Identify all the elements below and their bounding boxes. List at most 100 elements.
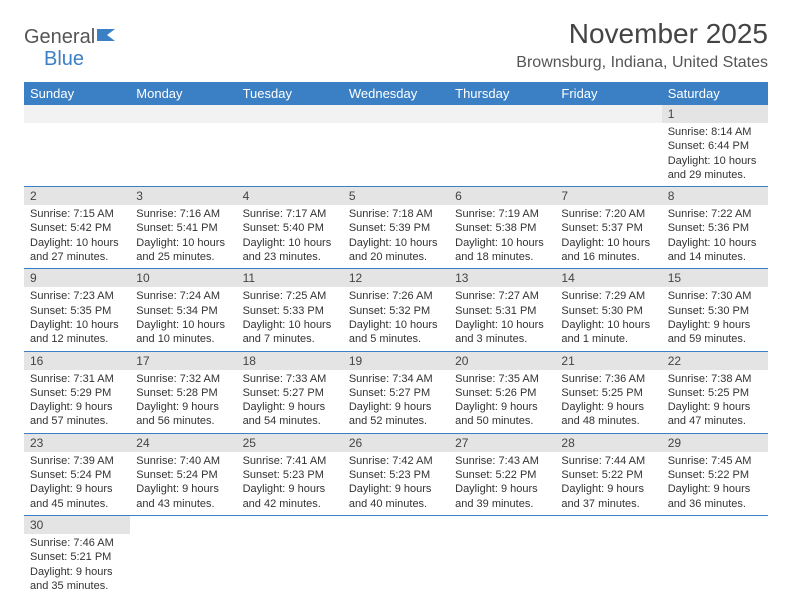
calendar-cell: 7Sunrise: 7:20 AMSunset: 5:37 PMDaylight… bbox=[555, 187, 661, 269]
calendar-cell: 15Sunrise: 7:30 AMSunset: 5:30 PMDayligh… bbox=[662, 269, 768, 351]
sunset-text: Sunset: 5:26 PM bbox=[455, 386, 549, 400]
day-details: Sunrise: 7:36 AMSunset: 5:25 PMDaylight:… bbox=[555, 370, 661, 433]
calendar-cell: 6Sunrise: 7:19 AMSunset: 5:38 PMDaylight… bbox=[449, 187, 555, 269]
calendar-cell-empty bbox=[130, 105, 236, 187]
sunrise-text: Sunrise: 7:23 AM bbox=[30, 289, 124, 303]
calendar-cell: 13Sunrise: 7:27 AMSunset: 5:31 PMDayligh… bbox=[449, 269, 555, 351]
sunrise-text: Sunrise: 7:45 AM bbox=[668, 454, 762, 468]
calendar-cell-empty bbox=[24, 105, 130, 187]
sunrise-text: Sunrise: 7:40 AM bbox=[136, 454, 230, 468]
title-block: November 2025 Brownsburg, Indiana, Unite… bbox=[516, 18, 768, 72]
calendar-cell: 11Sunrise: 7:25 AMSunset: 5:33 PMDayligh… bbox=[237, 269, 343, 351]
daylight-text: Daylight: 9 hours and 35 minutes. bbox=[30, 565, 124, 594]
calendar-cell-empty bbox=[237, 105, 343, 187]
sunrise-text: Sunrise: 7:36 AM bbox=[561, 372, 655, 386]
day-details: Sunrise: 7:43 AMSunset: 5:22 PMDaylight:… bbox=[449, 452, 555, 515]
calendar-cell: 8Sunrise: 7:22 AMSunset: 5:36 PMDaylight… bbox=[662, 187, 768, 269]
day-number: 16 bbox=[24, 352, 130, 370]
sunset-text: Sunset: 5:32 PM bbox=[349, 304, 443, 318]
sunset-text: Sunset: 5:34 PM bbox=[136, 304, 230, 318]
calendar-cell: 1Sunrise: 8:14 AMSunset: 6:44 PMDaylight… bbox=[662, 105, 768, 187]
calendar-cell: 27Sunrise: 7:43 AMSunset: 5:22 PMDayligh… bbox=[449, 433, 555, 515]
calendar-cell: 28Sunrise: 7:44 AMSunset: 5:22 PMDayligh… bbox=[555, 433, 661, 515]
sunset-text: Sunset: 5:42 PM bbox=[30, 221, 124, 235]
daylight-text: Daylight: 10 hours and 3 minutes. bbox=[455, 318, 549, 347]
sunrise-text: Sunrise: 7:43 AM bbox=[455, 454, 549, 468]
day-number: 21 bbox=[555, 352, 661, 370]
daylight-text: Daylight: 10 hours and 23 minutes. bbox=[243, 236, 337, 265]
daylight-text: Daylight: 10 hours and 5 minutes. bbox=[349, 318, 443, 347]
calendar-cell: 16Sunrise: 7:31 AMSunset: 5:29 PMDayligh… bbox=[24, 351, 130, 433]
sunset-text: Sunset: 5:22 PM bbox=[561, 468, 655, 482]
daylight-text: Daylight: 9 hours and 39 minutes. bbox=[455, 482, 549, 511]
logo: General bbox=[24, 26, 121, 49]
sunset-text: Sunset: 5:30 PM bbox=[668, 304, 762, 318]
day-header: Wednesday bbox=[343, 82, 449, 105]
sunset-text: Sunset: 6:44 PM bbox=[668, 139, 762, 153]
day-number: 23 bbox=[24, 434, 130, 452]
daylight-text: Daylight: 9 hours and 50 minutes. bbox=[455, 400, 549, 429]
daylight-text: Daylight: 10 hours and 27 minutes. bbox=[30, 236, 124, 265]
sunrise-text: Sunrise: 7:31 AM bbox=[30, 372, 124, 386]
empty-day-bar bbox=[24, 105, 130, 123]
day-number: 13 bbox=[449, 269, 555, 287]
daylight-text: Daylight: 10 hours and 16 minutes. bbox=[561, 236, 655, 265]
sunset-text: Sunset: 5:35 PM bbox=[30, 304, 124, 318]
day-number: 28 bbox=[555, 434, 661, 452]
daylight-text: Daylight: 10 hours and 12 minutes. bbox=[30, 318, 124, 347]
day-details: Sunrise: 7:46 AMSunset: 5:21 PMDaylight:… bbox=[24, 534, 130, 597]
daylight-text: Daylight: 10 hours and 1 minute. bbox=[561, 318, 655, 347]
sunset-text: Sunset: 5:24 PM bbox=[136, 468, 230, 482]
day-details: Sunrise: 7:25 AMSunset: 5:33 PMDaylight:… bbox=[237, 287, 343, 350]
day-number: 29 bbox=[662, 434, 768, 452]
day-number: 26 bbox=[343, 434, 449, 452]
sunrise-text: Sunrise: 7:22 AM bbox=[668, 207, 762, 221]
daylight-text: Daylight: 9 hours and 56 minutes. bbox=[136, 400, 230, 429]
calendar-cell: 10Sunrise: 7:24 AMSunset: 5:34 PMDayligh… bbox=[130, 269, 236, 351]
daylight-text: Daylight: 9 hours and 54 minutes. bbox=[243, 400, 337, 429]
sunrise-text: Sunrise: 7:29 AM bbox=[561, 289, 655, 303]
month-title: November 2025 bbox=[516, 18, 768, 50]
header: General November 2025 Brownsburg, Indian… bbox=[24, 18, 768, 72]
day-details: Sunrise: 7:23 AMSunset: 5:35 PMDaylight:… bbox=[24, 287, 130, 350]
day-details: Sunrise: 7:42 AMSunset: 5:23 PMDaylight:… bbox=[343, 452, 449, 515]
calendar-cell-empty bbox=[449, 105, 555, 187]
day-header: Tuesday bbox=[237, 82, 343, 105]
day-details: Sunrise: 7:31 AMSunset: 5:29 PMDaylight:… bbox=[24, 370, 130, 433]
day-details: Sunrise: 7:32 AMSunset: 5:28 PMDaylight:… bbox=[130, 370, 236, 433]
day-details: Sunrise: 7:33 AMSunset: 5:27 PMDaylight:… bbox=[237, 370, 343, 433]
sunset-text: Sunset: 5:28 PM bbox=[136, 386, 230, 400]
day-details: Sunrise: 7:44 AMSunset: 5:22 PMDaylight:… bbox=[555, 452, 661, 515]
day-number: 24 bbox=[130, 434, 236, 452]
calendar-cell: 12Sunrise: 7:26 AMSunset: 5:32 PMDayligh… bbox=[343, 269, 449, 351]
day-header: Saturday bbox=[662, 82, 768, 105]
calendar-head: SundayMondayTuesdayWednesdayThursdayFrid… bbox=[24, 82, 768, 105]
day-details: Sunrise: 7:27 AMSunset: 5:31 PMDaylight:… bbox=[449, 287, 555, 350]
day-header: Thursday bbox=[449, 82, 555, 105]
logo-text-2: Blue bbox=[44, 48, 84, 71]
sunrise-text: Sunrise: 7:18 AM bbox=[349, 207, 443, 221]
calendar-cell: 17Sunrise: 7:32 AMSunset: 5:28 PMDayligh… bbox=[130, 351, 236, 433]
daylight-text: Daylight: 9 hours and 52 minutes. bbox=[349, 400, 443, 429]
calendar-row: 9Sunrise: 7:23 AMSunset: 5:35 PMDaylight… bbox=[24, 269, 768, 351]
daylight-text: Daylight: 9 hours and 57 minutes. bbox=[30, 400, 124, 429]
sunrise-text: Sunrise: 7:42 AM bbox=[349, 454, 443, 468]
day-details: Sunrise: 7:38 AMSunset: 5:25 PMDaylight:… bbox=[662, 370, 768, 433]
day-details: Sunrise: 7:19 AMSunset: 5:38 PMDaylight:… bbox=[449, 205, 555, 268]
calendar-cell-empty bbox=[662, 515, 768, 597]
day-details: Sunrise: 7:17 AMSunset: 5:40 PMDaylight:… bbox=[237, 205, 343, 268]
day-number: 27 bbox=[449, 434, 555, 452]
day-header-row: SundayMondayTuesdayWednesdayThursdayFrid… bbox=[24, 82, 768, 105]
empty-day-bar bbox=[449, 105, 555, 123]
calendar-cell: 23Sunrise: 7:39 AMSunset: 5:24 PMDayligh… bbox=[24, 433, 130, 515]
daylight-text: Daylight: 10 hours and 29 minutes. bbox=[668, 154, 762, 183]
sunrise-text: Sunrise: 7:25 AM bbox=[243, 289, 337, 303]
daylight-text: Daylight: 9 hours and 42 minutes. bbox=[243, 482, 337, 511]
day-number: 14 bbox=[555, 269, 661, 287]
day-number: 5 bbox=[343, 187, 449, 205]
sunrise-text: Sunrise: 7:33 AM bbox=[243, 372, 337, 386]
calendar-cell: 14Sunrise: 7:29 AMSunset: 5:30 PMDayligh… bbox=[555, 269, 661, 351]
day-details: Sunrise: 8:14 AMSunset: 6:44 PMDaylight:… bbox=[662, 123, 768, 186]
daylight-text: Daylight: 10 hours and 20 minutes. bbox=[349, 236, 443, 265]
sunset-text: Sunset: 5:31 PM bbox=[455, 304, 549, 318]
